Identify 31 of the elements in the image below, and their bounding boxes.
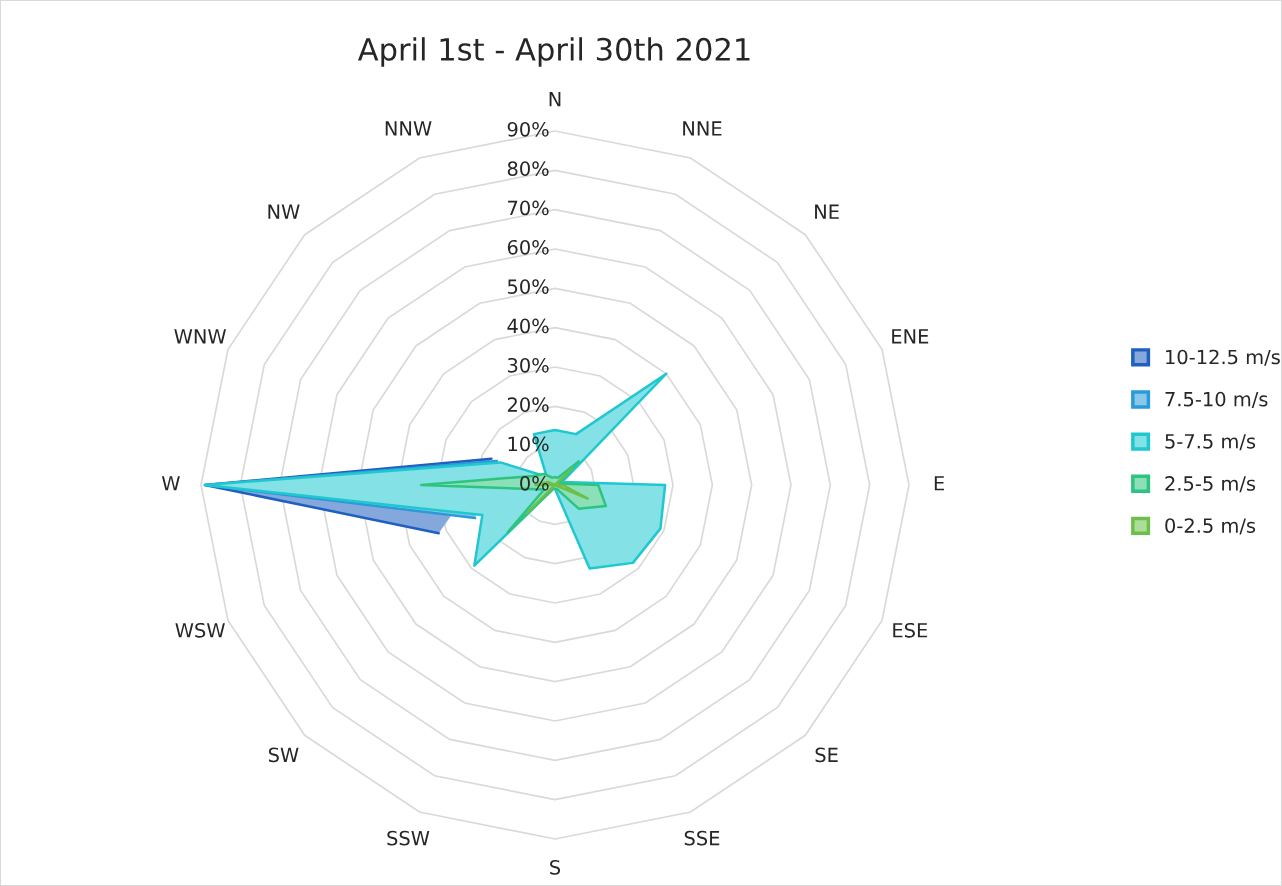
legend-label: 2.5-5 m/s (1165, 476, 1256, 493)
spoke-label: NNW (385, 121, 432, 136)
spoke-label: WNW (174, 329, 227, 344)
spoke-label: W (161, 476, 180, 491)
spoke-label: NW (268, 204, 300, 219)
y-tick-label: 30% (507, 357, 549, 373)
spoke-label: NNE (683, 121, 722, 136)
spoke-label: NE (815, 204, 839, 219)
y-tick-label: 90% (507, 121, 549, 137)
spoke-label: S (550, 860, 561, 875)
spoke-label: ESE (893, 622, 928, 638)
y-tick-label: 20% (507, 397, 549, 412)
y-tick-label: 60% (507, 239, 549, 255)
y-tick-label: 70% (508, 200, 549, 216)
chart-title: April 1st - April 30th 2021 (357, 37, 750, 67)
legend-label: 5-7.5 m/s (1165, 434, 1256, 451)
legend-label: 10-12.5 m/s (1166, 349, 1280, 366)
spoke-label: ENE (892, 329, 929, 344)
spoke-label: E (934, 476, 944, 491)
y-tick-label: 50% (507, 279, 549, 294)
spoke-label: N (549, 92, 561, 107)
spoke-label: SW (268, 747, 299, 763)
legend-label: 7.5-10 m/s (1165, 391, 1268, 409)
spoke-label: SSE (684, 830, 720, 846)
spoke-label: WSW (175, 622, 225, 638)
legend-label: 0-2.5 m/s (1165, 518, 1256, 535)
y-tick-label: 0% (520, 475, 549, 491)
spoke-label: SE (815, 747, 838, 763)
y-tick-label: 40% (507, 318, 549, 334)
spoke-label: SSW (387, 830, 430, 846)
y-tick-label: 80% (507, 161, 549, 176)
